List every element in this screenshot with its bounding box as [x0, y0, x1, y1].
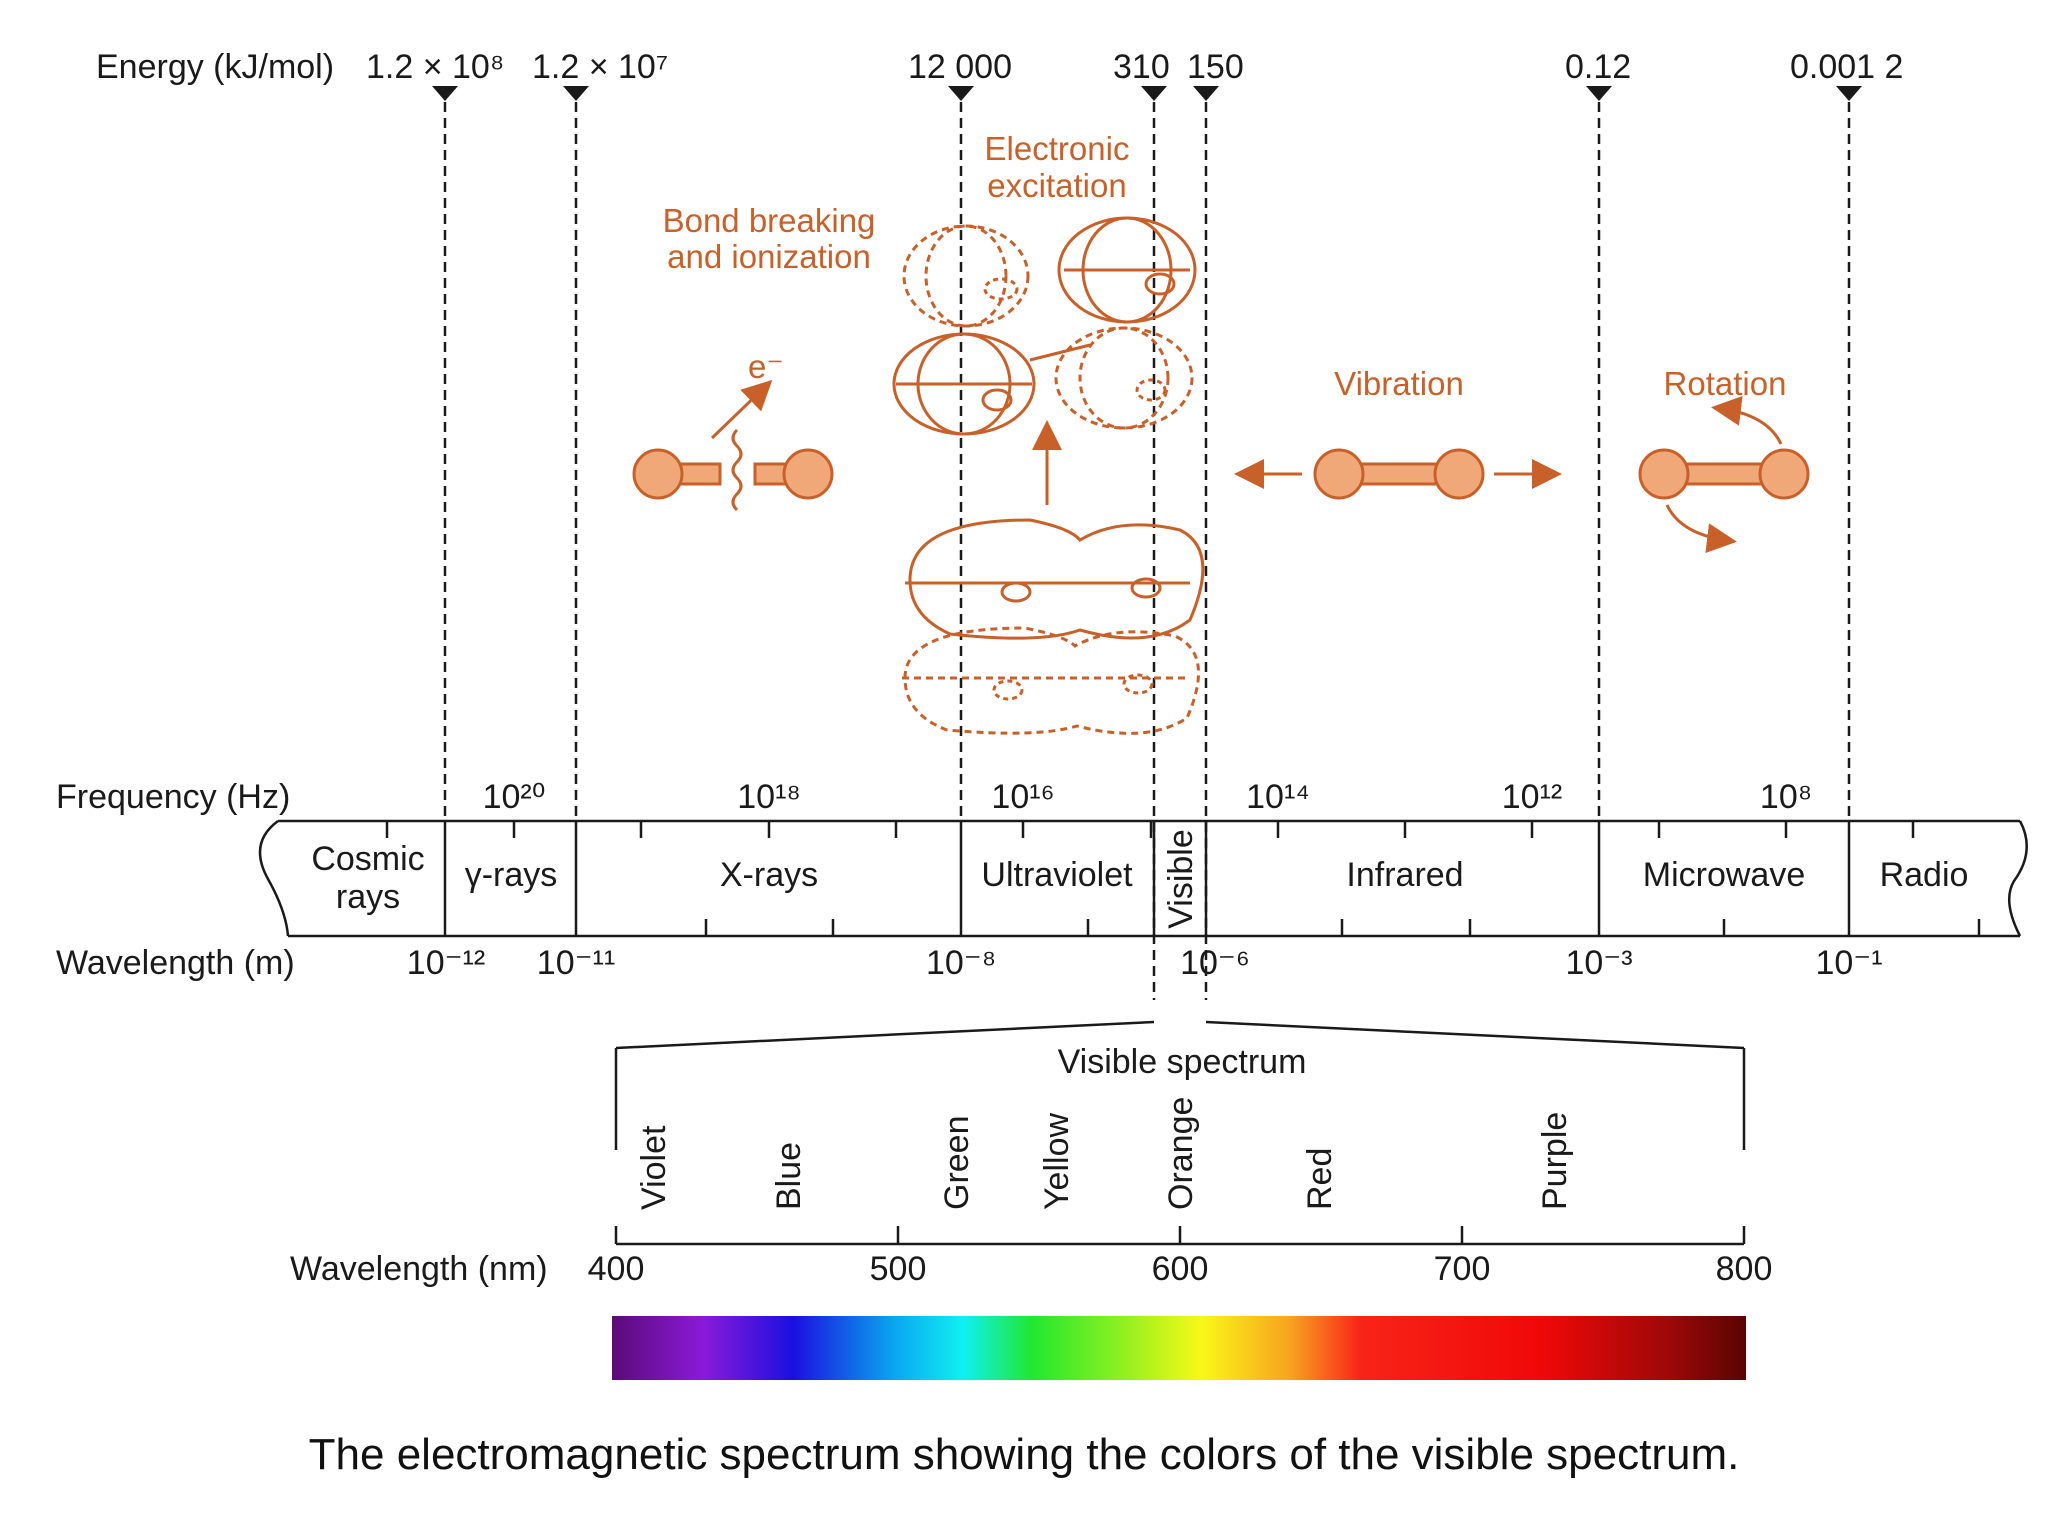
wavelength-nm-tick-label: 700: [1434, 1250, 1491, 1288]
vibration-molecule-icon: [1234, 448, 1562, 500]
energy-marker-label: 0.12: [1565, 48, 1631, 86]
electronic-label: Electronic: [985, 130, 1130, 167]
visible-zoom-lines: [614, 1020, 1746, 1246]
wavelength-nm-tick-label: 400: [588, 1250, 645, 1288]
wavelength-m-axis-label: Wavelength (m): [56, 944, 295, 982]
band-microwave: Microwave: [1643, 856, 1805, 894]
band-radio: Radio: [1880, 856, 1969, 894]
energy-marker-label: 0.001 2: [1790, 48, 1903, 86]
color-label-blue: Blue: [770, 1142, 808, 1210]
frequency-tick-label: 10¹⁶: [991, 778, 1054, 816]
frequency-tick-label: 10¹²: [1502, 778, 1562, 816]
ionized-molecule-icon: [632, 379, 834, 512]
ionization-label: and ionization: [667, 238, 871, 275]
vibration-label: Vibration: [1334, 365, 1464, 402]
boundary-dashed-lines: [443, 102, 1851, 1000]
band-x-rays: X-rays: [720, 856, 818, 894]
energy-marker-label: 12 000: [908, 48, 1012, 86]
color-label-purple: Purple: [1536, 1112, 1574, 1210]
frequency-tick-label: 10¹⁴: [1246, 778, 1310, 816]
band-visible: Visible: [1162, 829, 1200, 929]
wavelength-nm-axis-label: Wavelength (nm): [290, 1250, 548, 1288]
energy-marker-label: 310: [1113, 48, 1170, 86]
wavelength-nm-tick-label: 600: [1152, 1250, 1209, 1288]
band-infrared: Infrared: [1346, 856, 1463, 894]
orbital-icons: [892, 216, 1205, 735]
wavelength-m-tick-label: 10⁻⁸: [926, 944, 996, 982]
band-cosmic-rays: Cosmic: [311, 840, 424, 878]
band-cosmic-rays-line2: rays: [336, 878, 400, 916]
energy-marker-label: 1.2 × 10⁷: [532, 48, 668, 86]
energy-marker-label: 1.2 × 10⁸: [366, 48, 504, 86]
color-label-violet: Violet: [635, 1125, 673, 1210]
energy-marker-triangles: [432, 86, 1862, 101]
figure-caption: The electromagnetic spectrum showing the…: [308, 1430, 1740, 1479]
visible-color-gradient-bar: [612, 1316, 1746, 1380]
wavelength-nm-tick-label: 500: [870, 1250, 927, 1288]
electron-label: e⁻: [748, 348, 784, 385]
wavelength-m-tick-label: 10⁻¹²: [407, 944, 485, 982]
color-label-red: Red: [1301, 1148, 1339, 1210]
wavelength-nm-tick-label: 800: [1716, 1250, 1773, 1288]
frequency-tick-label: 10¹⁸: [737, 778, 800, 816]
wavelength-m-tick-label: 10⁻¹¹: [537, 944, 615, 982]
bond-breaking-label: Bond breaking: [663, 202, 876, 239]
frequency-tick-label: 10⁸: [1760, 778, 1812, 816]
rotation-molecule-icon: [1638, 395, 1810, 554]
wavelength-m-tick-label: 10⁻³: [1565, 944, 1632, 982]
wavelength-m-tick-label: 10⁻¹: [1815, 944, 1882, 982]
energy-axis-label: Energy (kJ/mol): [96, 48, 334, 86]
rotation-label: Rotation: [1664, 365, 1787, 402]
color-label-yellow: Yellow: [1038, 1113, 1076, 1210]
visible-spectrum-title: Visible spectrum: [1058, 1043, 1307, 1081]
band-ultraviolet: Ultraviolet: [981, 856, 1133, 894]
band-gamma-rays: γ-rays: [465, 856, 558, 894]
excitation-label: excitation: [987, 167, 1126, 204]
frequency-axis-label: Frequency (Hz): [56, 778, 290, 816]
wavelength-m-tick-label: 10⁻⁶: [1180, 944, 1250, 982]
color-label-green: Green: [938, 1116, 976, 1211]
frequency-tick-label: 10²⁰: [483, 778, 546, 816]
spectrum-band-bar: [258, 819, 2028, 938]
color-label-orange: Orange: [1162, 1097, 1200, 1210]
energy-marker-label: 150: [1187, 48, 1244, 86]
